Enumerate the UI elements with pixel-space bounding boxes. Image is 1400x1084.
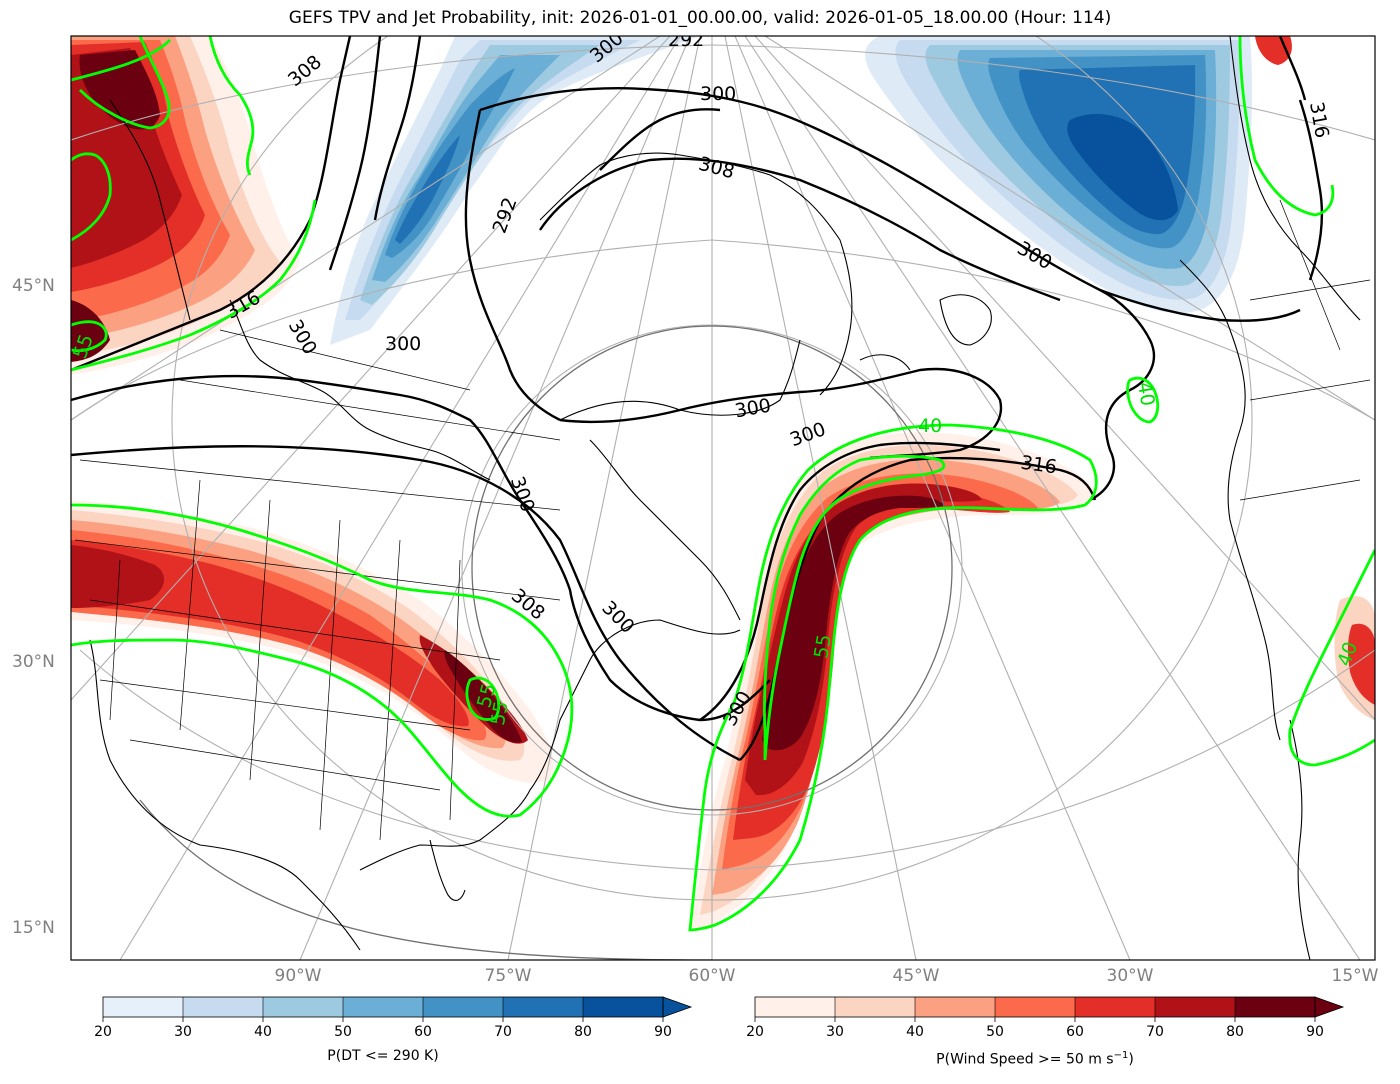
political-borders: [74, 199, 1371, 841]
colorbar-swatch: [1235, 997, 1316, 1017]
colorbar-tick-label: 40: [906, 1024, 924, 1040]
colorbar-frame: [102, 996, 664, 1018]
jet-probability-pacific: [71, 36, 300, 375]
jet-label: 40: [918, 415, 942, 437]
colorbar-jet-label-prefix: P(Wind Speed >= 50 m s: [936, 1051, 1114, 1068]
colorbar-tpv-label: P(DT <= 290 K): [327, 1048, 439, 1064]
colorbar-jet-label-suffix: ): [1128, 1051, 1134, 1068]
lon-label: 45°W: [892, 966, 940, 986]
lon-label: 75°W: [484, 966, 532, 986]
colorbar-swatch: [503, 997, 584, 1017]
colorbar-jet: [754, 996, 1345, 1022]
colorbar-tick-label: 40: [254, 1024, 272, 1040]
colorbar-tick-label: 50: [334, 1024, 352, 1040]
colorbar-swatch: [263, 997, 344, 1017]
colorbar-swatch: [915, 997, 996, 1017]
lat-label: 15°N: [12, 918, 55, 938]
colorbar-tick-label: 80: [574, 1024, 592, 1040]
colorbar-extend-arrow: [1314, 996, 1345, 1018]
map-frame: [70, 35, 1376, 961]
theta-label: 300: [385, 333, 421, 355]
colorbar-swatch: [423, 997, 504, 1017]
jet-label: 55: [487, 699, 513, 727]
colorbar-tick-label: 50: [986, 1024, 1004, 1040]
lon-label: 90°W: [274, 966, 322, 986]
colorbar-tick-label: 90: [1306, 1024, 1324, 1040]
colorbar-tick-label: 70: [1146, 1024, 1164, 1040]
jet-label: 40: [1133, 380, 1159, 408]
colorbar-jet-label: P(Wind Speed >= 50 m s−1): [936, 1050, 1134, 1068]
theta-label: 292: [668, 29, 704, 51]
lat-label: 45°N: [12, 276, 55, 296]
coastlines: [89, 36, 1361, 960]
colorbar-swatch: [343, 997, 424, 1017]
colorbar-swatch: [995, 997, 1076, 1017]
colorbar-jet-label-sup: −1: [1113, 1050, 1129, 1061]
colorbar-tick-label: 20: [94, 1024, 112, 1040]
lon-label: 15°W: [1331, 966, 1379, 986]
map-title: GEFS TPV and Jet Probability, init: 2026…: [288, 8, 1112, 28]
jet-contour-labels: 55 55 55 40 55 40 40: [71, 331, 1362, 727]
colorbar-swatch: [1075, 997, 1156, 1017]
colorbar-swatch: [583, 997, 664, 1017]
colorbar-tick-label: 70: [494, 1024, 512, 1040]
lon-label: 60°W: [688, 966, 736, 986]
colorbar-tick-label: 30: [826, 1024, 844, 1040]
jet-contours: [71, 36, 1375, 932]
tpv-probability-east: [865, 36, 1253, 314]
colorbar-extend-arrow: [662, 996, 693, 1018]
colorbar-tick-label: 80: [1226, 1024, 1244, 1040]
colorbar-frame: [754, 996, 1316, 1018]
colorbar-tick-label: 20: [746, 1024, 764, 1040]
colorbar-tick-label: 60: [1066, 1024, 1084, 1040]
theta-label: 316: [1019, 452, 1058, 479]
colorbar-swatch: [1155, 997, 1236, 1017]
jet-label: 55: [810, 633, 836, 661]
colorbar-tick-label: 60: [414, 1024, 432, 1040]
colorbar-tick-label: 30: [174, 1024, 192, 1040]
circle-latitude: [139, 325, 953, 960]
colorbar-swatch: [183, 997, 264, 1017]
colorbar-swatch: [103, 997, 184, 1017]
colorbar-tick-label: 90: [654, 1024, 672, 1040]
colorbar-swatch: [755, 997, 836, 1017]
colorbar-tpv: [102, 996, 693, 1022]
theta-label: 300: [700, 83, 736, 105]
lon-label: 30°W: [1106, 966, 1154, 986]
lat-label: 30°N: [12, 652, 55, 672]
colorbar-swatch: [835, 997, 916, 1017]
jet-probability-atlantic: [690, 432, 1095, 930]
